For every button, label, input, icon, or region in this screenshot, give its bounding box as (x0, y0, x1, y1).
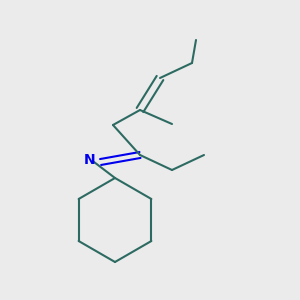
Text: N: N (84, 154, 95, 167)
